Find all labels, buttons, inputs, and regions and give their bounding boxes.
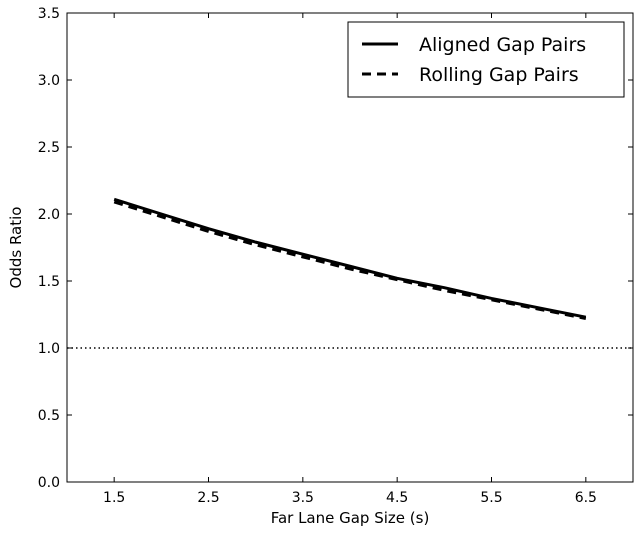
x-axis-label: Far Lane Gap Size (s): [271, 509, 430, 527]
y-tick-label: 0.5: [38, 408, 60, 424]
legend-label-aligned-gap-pairs: Aligned Gap Pairs: [419, 34, 586, 56]
legend-label-rolling-gap-pairs: Rolling Gap Pairs: [419, 64, 579, 86]
legend: Aligned Gap Pairs Rolling Gap Pairs: [347, 21, 625, 98]
y-tick-label: 3.5: [38, 6, 60, 22]
series-line-rolling-gap-pairs: [113, 200, 587, 320]
x-tick-label: 2.5: [197, 490, 219, 506]
plot-area-frame: [66, 12, 634, 483]
x-tick-label: 6.5: [575, 490, 597, 506]
x-tick-label: 5.5: [480, 490, 502, 506]
x-tick-label: 1.5: [103, 490, 125, 506]
y-tick-label: 3.0: [38, 73, 60, 89]
y-tick-label: 1.0: [38, 341, 60, 357]
y-tick-label: 2.5: [38, 140, 60, 156]
x-tick-label: 4.5: [386, 490, 408, 506]
y-axis-label: Odds Ratio: [7, 207, 25, 289]
legend-box: [347, 21, 625, 98]
y-tick-label: 2.0: [38, 207, 60, 223]
plot-layer: [67, 197, 633, 349]
y-tick-label: 0.0: [38, 475, 60, 491]
y-tick-label: 1.5: [38, 274, 60, 290]
ticks-layer: 1.5 2.5 3.5 4.5 5.5 6.5 0.0 0.5 1.0 1.5 2.0 2.5 3.0 3…: [38, 6, 633, 506]
x-tick-label: 3.5: [292, 490, 314, 506]
